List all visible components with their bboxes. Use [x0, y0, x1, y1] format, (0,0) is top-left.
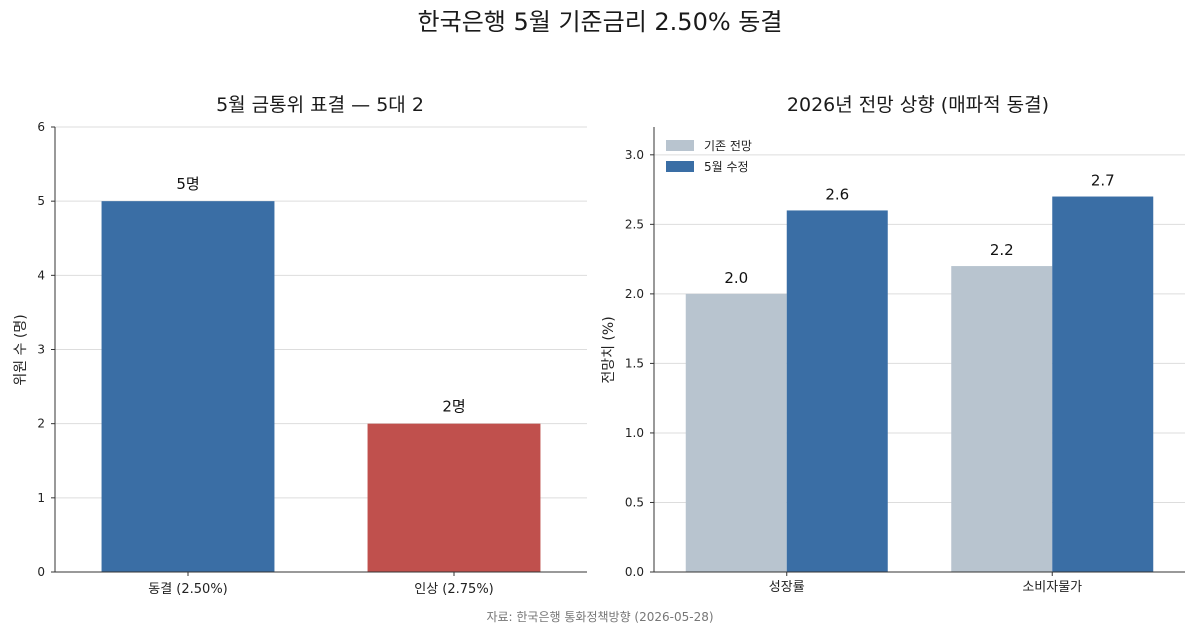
- y-tick-label: 3: [37, 343, 45, 357]
- bar-data-label: 2.7: [1091, 172, 1115, 190]
- bar-data-label: 2.6: [825, 185, 849, 203]
- y-tick-label: 2.0: [625, 287, 644, 301]
- x-tick-label: 성장률: [769, 580, 805, 595]
- y-tick-label: 1: [37, 491, 45, 505]
- x-tick-label: 동결 (2.50%): [148, 582, 228, 597]
- bar-data-label: 2명: [442, 398, 465, 416]
- bar-0: [101, 201, 275, 572]
- legend-swatch-revised: [666, 161, 694, 172]
- vote-chart-bars: [101, 201, 541, 572]
- y-tick-label: 0.5: [625, 495, 644, 509]
- forecast-chart-data-labels: 2.0 2.6 2.2 2.7: [724, 172, 1114, 287]
- forecast-chart-x-ticks: 성장률 소비자물가: [769, 572, 1082, 595]
- page-title: 한국은행 5월 기준금리 2.50% 동결: [417, 8, 783, 36]
- y-tick-label: 1.0: [625, 426, 644, 440]
- y-tick-label: 2.5: [625, 217, 644, 231]
- bar-1-1: [1052, 196, 1154, 572]
- forecast-chart-y-label: 전망치 (%): [601, 316, 617, 383]
- legend-swatch-prior: [666, 140, 694, 151]
- bar-data-label: 2.2: [990, 241, 1014, 259]
- x-tick-label: 인상 (2.75%): [414, 582, 494, 597]
- forecast-chart-y-ticks: 0.0 0.5 1.0 1.5 2.0 2.5 3.0: [625, 148, 654, 579]
- y-tick-label: 6: [37, 120, 45, 134]
- forecast-chart-title: 2026년 전망 상향 (매파적 동결): [787, 94, 1049, 116]
- y-tick-label: 1.5: [625, 356, 644, 370]
- vote-chart-y-ticks: 0 1 2 3 4 5 6: [37, 120, 55, 579]
- y-tick-label: 0: [37, 565, 45, 579]
- legend-label-revised: 5월 수정: [704, 160, 749, 174]
- bar-0-1: [951, 266, 1053, 572]
- bar-data-label: 2.0: [724, 269, 748, 287]
- source-note: 자료: 한국은행 통화정책방향 (2026-05-28): [486, 610, 714, 624]
- vote-chart-data-labels: 5명 2명: [176, 175, 465, 415]
- vote-chart-y-label: 위원 수 (명): [13, 314, 29, 385]
- bar-1: [367, 423, 541, 572]
- x-tick-label: 소비자물가: [1022, 580, 1082, 595]
- bar-0-0: [685, 293, 787, 572]
- vote-chart-title: 5월 금통위 표결 — 5대 2: [216, 94, 424, 116]
- y-tick-label: 4: [37, 268, 45, 282]
- bar-data-label: 5명: [176, 175, 199, 193]
- bar-1-0: [786, 210, 888, 572]
- y-tick-label: 0.0: [625, 565, 644, 579]
- y-tick-label: 2: [37, 417, 45, 431]
- forecast-chart-bars: [685, 196, 1154, 572]
- forecast-chart: 2.0 2.6 2.2 2.7 0.0 0.5 1.0 1.5 2.0 2.5 3.0 성장률 소비…: [601, 94, 1185, 595]
- vote-chart-x-ticks: 동결 (2.50%) 인상 (2.75%): [148, 572, 494, 597]
- y-tick-label: 3.0: [625, 148, 644, 162]
- legend-label-prior: 기존 전망: [704, 139, 752, 153]
- forecast-chart-legend: 기존 전망 5월 수정: [666, 139, 752, 174]
- y-tick-label: 5: [37, 194, 45, 208]
- vote-chart: 5명 2명 0 1 2 3 4 5 6 동결 (2.50%) 인상 (2.75%) 5월 금통위…: [13, 94, 587, 597]
